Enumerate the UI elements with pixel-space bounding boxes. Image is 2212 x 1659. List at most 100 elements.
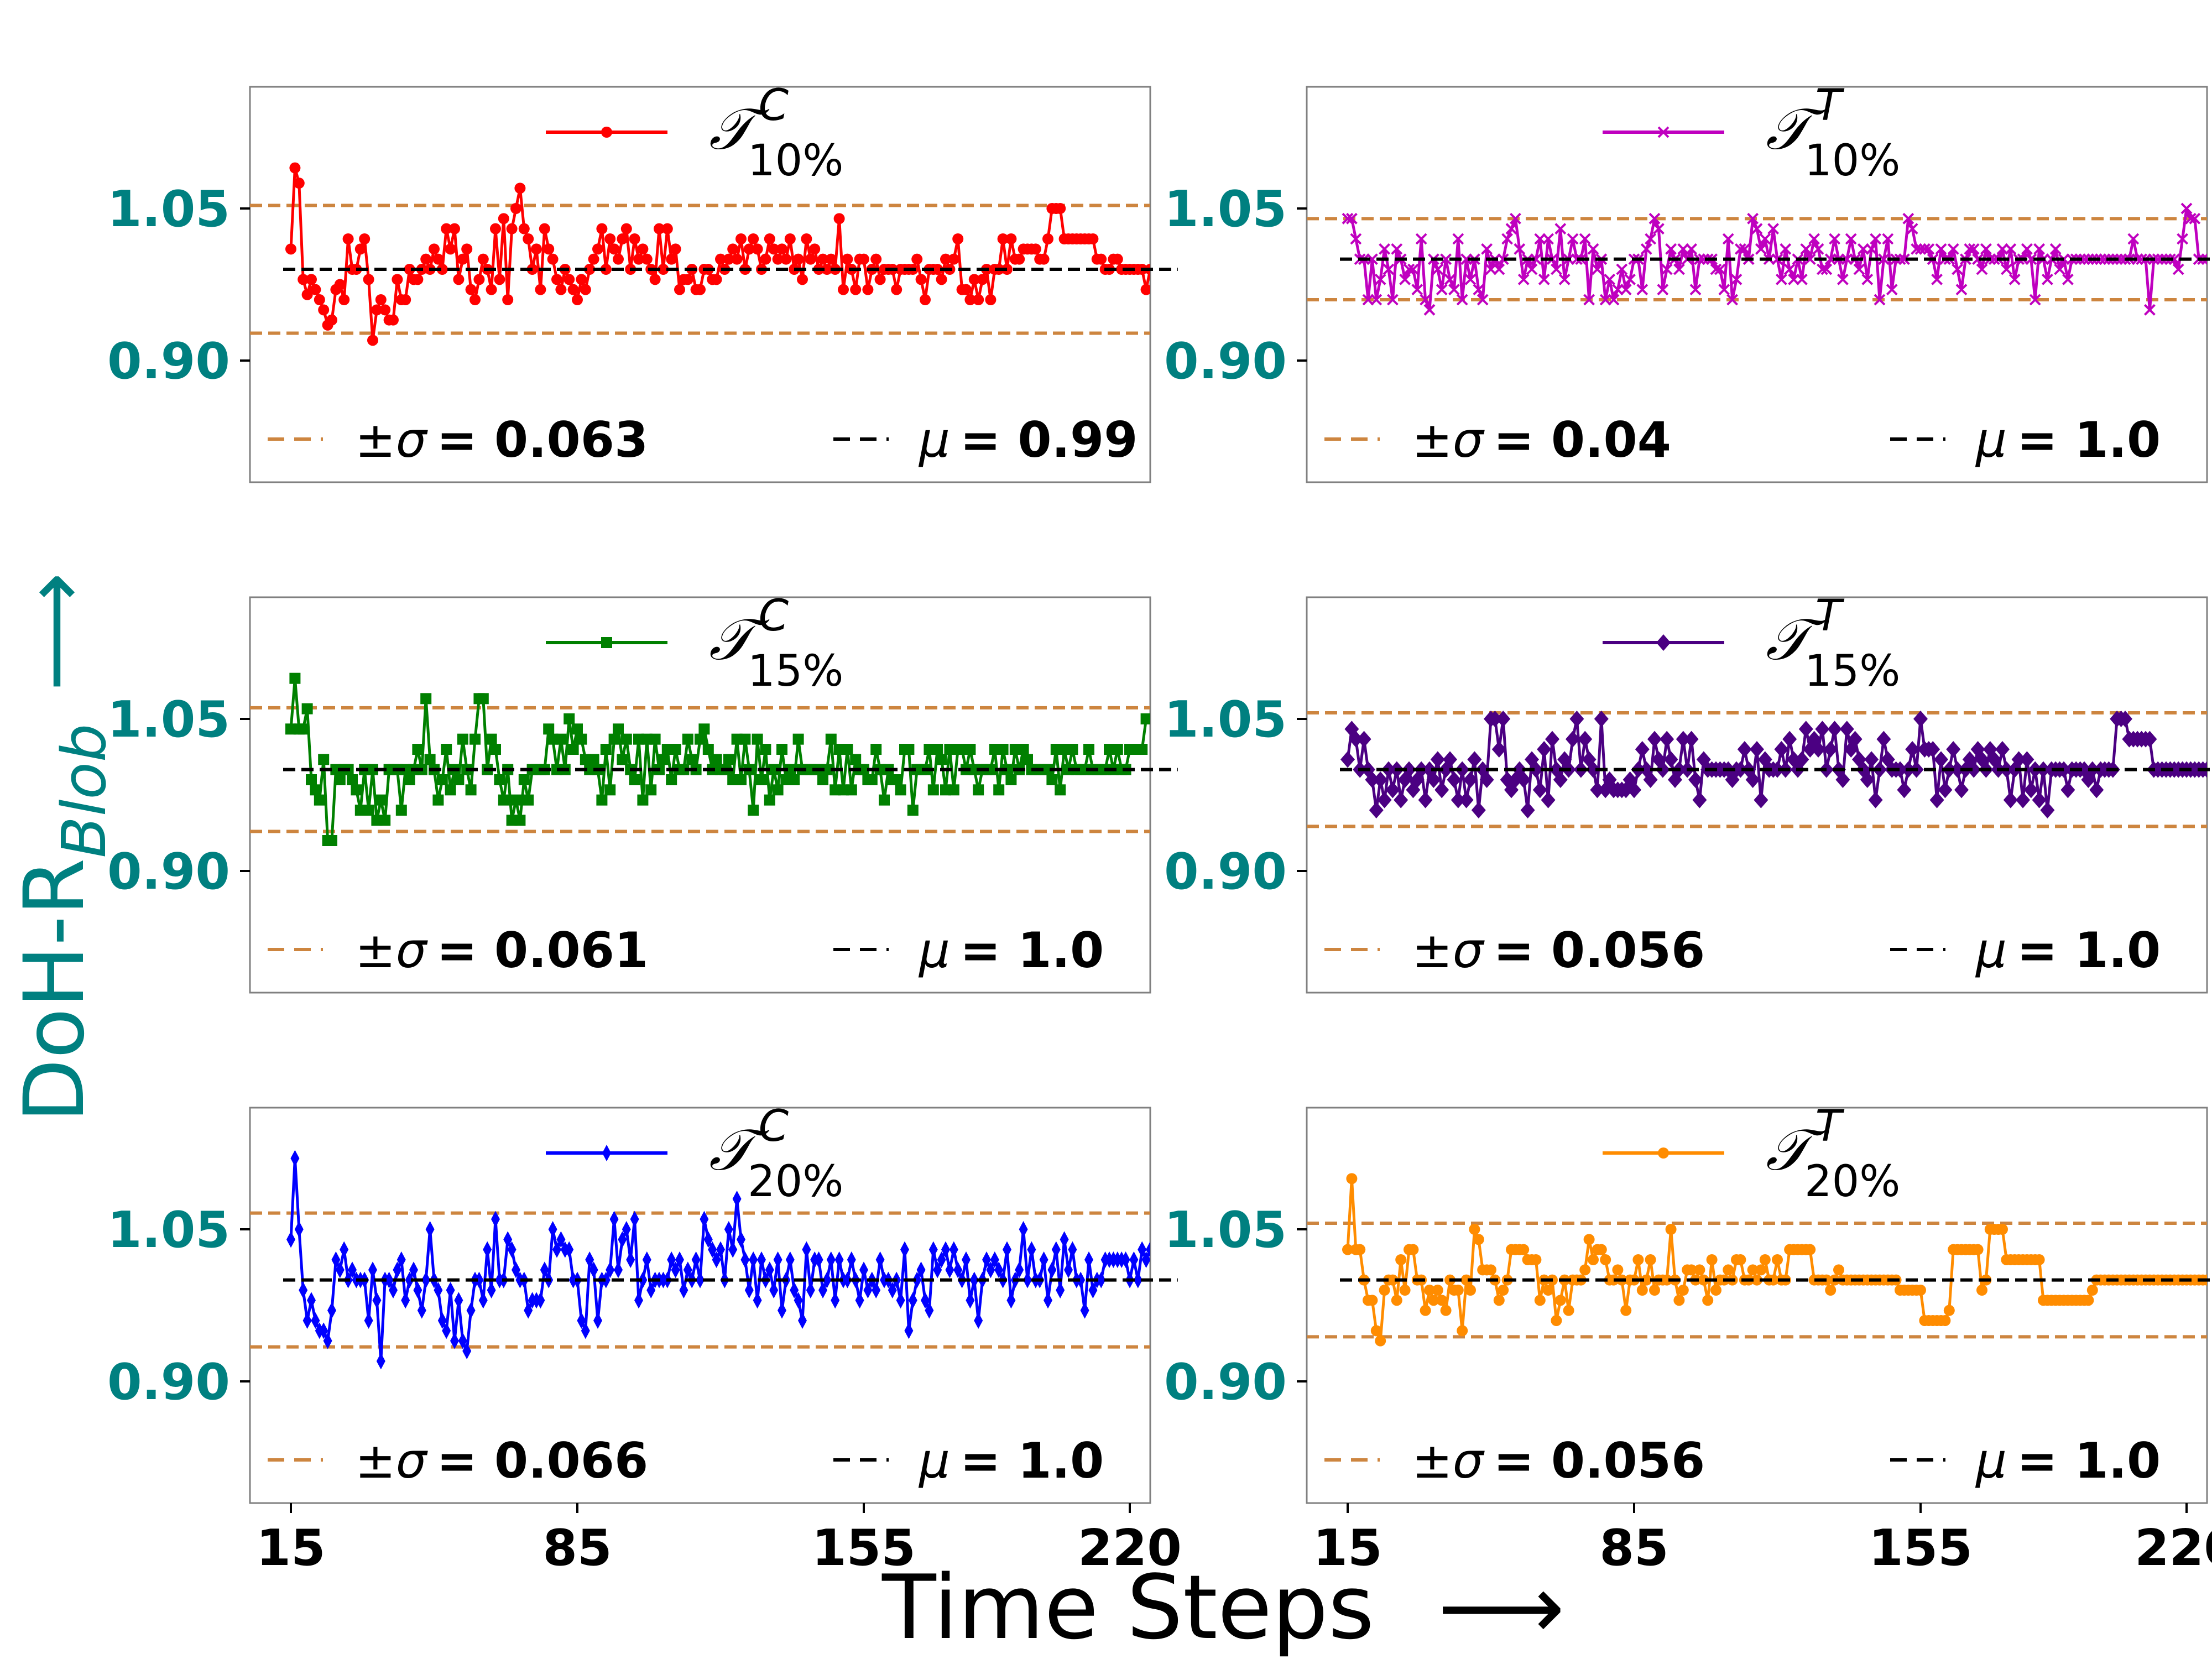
data-point-2-180 <box>1022 754 1033 765</box>
data-point-5-22 <box>1432 1285 1443 1296</box>
legend-mean-value: = 1.0 <box>2017 1432 2161 1489</box>
data-point-5-58 <box>1579 1264 1590 1275</box>
y-axis-label: DoH-RBlob <box>7 723 119 1123</box>
data-point-0-2 <box>294 178 305 189</box>
data-point-0-78 <box>604 233 615 244</box>
panel-title-superscript: C <box>759 1102 789 1151</box>
data-point-0-33 <box>420 254 431 265</box>
data-point-5-9 <box>1379 1285 1390 1296</box>
data-point-2-58 <box>523 795 534 806</box>
data-point-5-86 <box>1694 1264 1705 1275</box>
data-point-5-71 <box>1632 1254 1644 1265</box>
data-point-5-72 <box>1637 1285 1648 1296</box>
data-point-2-5 <box>306 774 317 785</box>
data-point-2-22 <box>375 795 387 806</box>
y-tick-label: 0.90 <box>1164 332 1287 390</box>
data-point-0-95 <box>674 284 685 295</box>
data-point-0-143 <box>870 254 881 265</box>
x-tick-label: 85 <box>1599 1519 1668 1577</box>
data-point-5-19 <box>1420 1305 1431 1316</box>
data-point-2-176 <box>1005 774 1016 785</box>
data-point-0-128 <box>809 243 820 254</box>
legend-mean-symbol: μ <box>1975 922 2007 979</box>
legend-mean-label: μ = 1.0 <box>918 1432 1104 1489</box>
data-point-2-148 <box>891 774 902 785</box>
data-point-0-47 <box>478 254 489 265</box>
data-point-2-37 <box>437 774 448 785</box>
data-point-2-110 <box>735 774 747 785</box>
data-point-2-137 <box>846 784 857 795</box>
panel-title-superscript: C <box>759 591 789 641</box>
data-point-2-179 <box>1018 744 1029 755</box>
data-point-0-171 <box>985 294 996 305</box>
data-point-2-174 <box>998 744 1009 755</box>
panel-title-superscript: C <box>759 81 789 131</box>
legend-sigma-label: ±σ = 0.04 <box>1412 411 1671 468</box>
data-point-0-43 <box>461 243 472 254</box>
data-point-2-100 <box>695 734 706 745</box>
panel-title-superscript: T <box>1815 81 1845 131</box>
data-point-2-142 <box>867 774 878 785</box>
legend-mean-label: μ = 1.0 <box>1975 1432 2161 1489</box>
data-point-0-18 <box>359 233 370 244</box>
data-point-2-12 <box>335 774 346 785</box>
data-point-0-176 <box>1005 233 1016 244</box>
data-point-2-202 <box>1112 744 1123 755</box>
data-point-5-74 <box>1645 1254 1656 1265</box>
y-tick-label: 1.05 <box>1164 691 1287 749</box>
legend-sigma-value: = 0.056 <box>1494 1432 1705 1489</box>
data-point-2-107 <box>723 754 734 765</box>
data-point-0-74 <box>588 254 599 265</box>
data-point-0-198 <box>1095 254 1107 265</box>
data-point-0-65 <box>551 274 562 285</box>
data-point-0-20 <box>367 335 378 346</box>
data-point-2-36 <box>432 795 444 806</box>
data-point-0-54 <box>507 223 518 234</box>
data-point-0-92 <box>662 223 673 234</box>
data-point-5-13 <box>1395 1254 1406 1265</box>
data-point-0-23 <box>379 304 390 315</box>
data-point-0-63 <box>543 243 554 254</box>
panel-bottom-left: 1.050.9015 85 155 220𝒯 C 20%±σ = 0.066 μ = 1.0 <box>107 1102 1182 1577</box>
data-point-0-10 <box>326 315 337 326</box>
panels: 1.050.90𝒯 C 10%±σ = 0.063 μ = 0.991.050.90𝒯 T 1… <box>107 81 2212 1577</box>
data-point-5-46 <box>1530 1254 1541 1265</box>
data-point-0-60 <box>531 243 542 254</box>
data-point-5-82 <box>1678 1285 1689 1296</box>
data-point-0-117 <box>764 233 775 244</box>
data-point-0-72 <box>580 284 591 295</box>
data-point-0-44 <box>466 284 477 295</box>
data-point-2-27 <box>396 805 407 816</box>
data-point-0-75 <box>592 243 603 254</box>
data-point-5-24 <box>1441 1305 1452 1316</box>
data-point-5-66 <box>1612 1264 1623 1275</box>
data-point-0-126 <box>801 233 812 244</box>
data-point-0-222 <box>1194 264 1205 275</box>
data-point-2-8 <box>318 754 329 765</box>
data-point-5-113 <box>1804 1244 1815 1255</box>
data-point-5-155 <box>1976 1285 1987 1296</box>
legend-sigma-symbol: ±σ <box>355 922 429 979</box>
data-point-0-22 <box>375 294 387 305</box>
data-point-2-63 <box>543 723 554 734</box>
data-point-5-31 <box>1469 1224 1480 1235</box>
data-point-5-75 <box>1649 1285 1660 1296</box>
data-point-0-76 <box>596 223 607 234</box>
data-point-2-145 <box>879 795 890 806</box>
data-point-5-79 <box>1666 1224 1677 1235</box>
data-point-5-14 <box>1400 1285 1411 1296</box>
data-point-2-101 <box>698 723 709 734</box>
data-point-2-104 <box>711 754 722 765</box>
legend-sigma-label: ±σ = 0.056 <box>1412 922 1705 979</box>
data-point-0-84 <box>629 233 640 244</box>
data-point-0-97 <box>682 274 693 285</box>
data-point-2-70 <box>572 723 583 734</box>
data-point-5-30 <box>1465 1285 1476 1296</box>
data-point-0-53 <box>502 294 513 305</box>
data-point-2-81 <box>617 754 628 765</box>
panel-bottom-right: 1.050.901585155220𝒯T20%±σ= 0.056μ= 1.0 <box>1164 1102 2212 1577</box>
data-point-5-60 <box>1588 1254 1599 1265</box>
legend-mean-symbol: μ <box>918 1432 950 1489</box>
data-point-0-61 <box>535 284 546 295</box>
data-point-0-57 <box>519 223 530 234</box>
